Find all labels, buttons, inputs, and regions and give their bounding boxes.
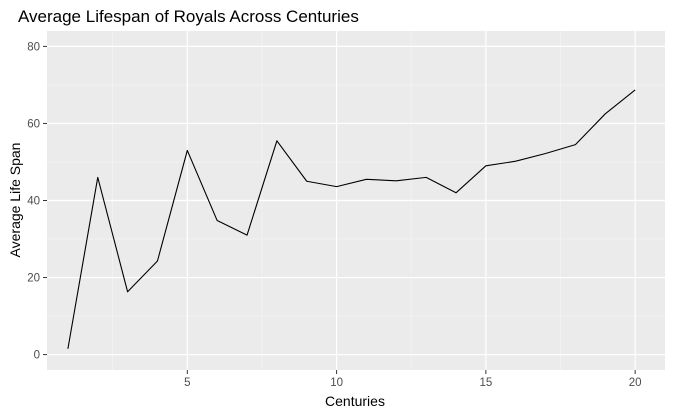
y-axis-label: Average Life Span (7, 143, 23, 258)
x-axis: 5 10 15 20 (184, 370, 642, 389)
y-tick-label: 60 (27, 118, 40, 130)
x-tick-label: 20 (629, 377, 642, 389)
y-tick-label: 40 (27, 196, 40, 208)
series-line-0 (67, 89, 636, 349)
x-tick-label: 10 (330, 377, 343, 389)
data-series (67, 89, 636, 349)
y-axis: 0 20 40 60 80 (27, 41, 47, 362)
major-gridlines (47, 31, 665, 370)
y-tick-label: 0 (34, 350, 40, 362)
chart-title: Average Lifespan of Royals Across Centur… (18, 7, 359, 26)
x-tick-label: 15 (479, 377, 492, 389)
x-tick-label: 5 (184, 377, 190, 389)
y-tick-label: 20 (27, 273, 40, 285)
y-tick-label: 80 (27, 41, 40, 53)
x-axis-label: Centuries (325, 393, 385, 409)
